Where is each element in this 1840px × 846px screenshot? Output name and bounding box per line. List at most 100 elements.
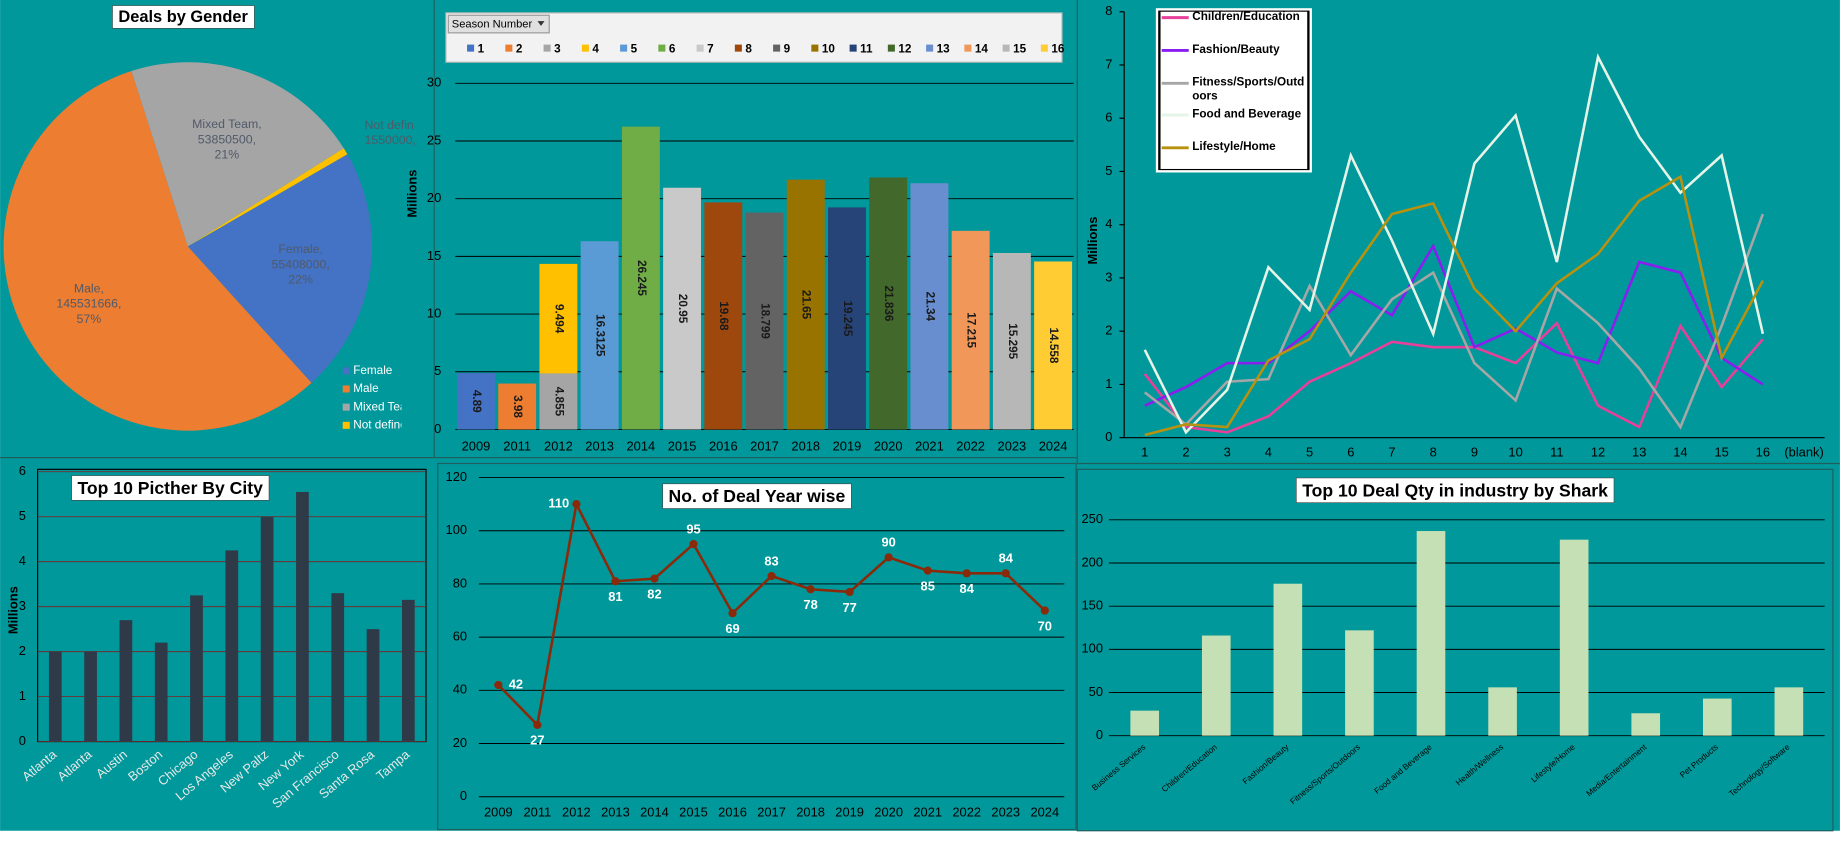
- legend-swatch: [926, 44, 934, 52]
- legend-item: Food and Beverage: [1192, 108, 1301, 121]
- x-tick-label: 2020: [874, 438, 903, 453]
- bar: [1702, 698, 1732, 736]
- marker: [650, 574, 659, 583]
- x-tick-label: 16: [1756, 444, 1770, 459]
- y-axis-label: Millions: [1085, 217, 1100, 265]
- data-label: 4.855: [552, 387, 565, 417]
- line-series: [1144, 243, 1764, 407]
- filter-label: Season Number: [452, 19, 533, 31]
- marker: [494, 680, 503, 690]
- data-label: 26.245: [635, 260, 648, 296]
- data-label: 81: [608, 589, 622, 604]
- data-label: 84: [999, 551, 1014, 566]
- legend-swatch: [342, 385, 350, 393]
- bar: [119, 620, 133, 742]
- y-tick-label: 4: [1105, 216, 1112, 231]
- dropdown-arrow: [537, 21, 545, 26]
- data-label: 84: [960, 581, 975, 596]
- x-tick-label: 2020: [874, 805, 903, 820]
- y-tick-label: 100: [1082, 641, 1104, 656]
- x-tick-label: 2015: [668, 438, 697, 453]
- data-label: 14.558: [1047, 328, 1060, 364]
- legend-label: 15: [1013, 42, 1027, 55]
- legend-inner: [1160, 11, 1308, 169]
- x-tick-label: 2011: [523, 805, 551, 820]
- x-tick-label: 2024: [1039, 438, 1068, 453]
- filter-button[interactable]: [447, 14, 550, 34]
- data-label-line: 145531666,: [56, 297, 121, 311]
- data-label-line: Female,: [278, 242, 322, 256]
- legend-label: 13: [937, 42, 951, 55]
- bar: [1345, 630, 1374, 736]
- data-label-line: 1550000,: [365, 133, 416, 147]
- y-tick-label: 60: [453, 629, 467, 644]
- legend-label: Male: [353, 382, 378, 395]
- x-tick-label: 2021: [913, 805, 942, 820]
- data-label: 95: [686, 521, 700, 536]
- data-label: Male, 145531666, 57%: [56, 282, 121, 327]
- legend-label: Children/Education: [1192, 10, 1300, 24]
- data-label: 85: [921, 578, 935, 593]
- legend-label: 4: [592, 42, 599, 55]
- data-label: 19.245: [841, 301, 854, 337]
- legend-label: 12: [898, 42, 912, 55]
- panel-border: [1076, 468, 1834, 832]
- bar: [402, 599, 415, 742]
- y-tick-label: 3: [19, 598, 26, 613]
- data-label: 77: [842, 600, 856, 615]
- legend-item: Children/Education: [1192, 10, 1300, 24]
- legend-swatch: [543, 44, 551, 52]
- x-tick-label: 14: [1673, 444, 1687, 459]
- legend-swatch: [811, 44, 819, 52]
- y-tick-label: 2: [1105, 323, 1112, 338]
- legend-label: Lifestyle/Home: [1192, 140, 1276, 154]
- legend-label: 10: [822, 42, 836, 55]
- chart: Female, 55408000, 22% Male, 145531666, 57% Mix…: [3, 5, 416, 431]
- x-tick-label: 2011: [503, 438, 531, 453]
- y-tick-label: 200: [1082, 554, 1104, 569]
- x-tick-label: 2017: [757, 805, 786, 820]
- data-label: 69: [725, 621, 739, 636]
- data-label: Mixed Team, 53850500, 21%: [192, 117, 262, 162]
- chart: 0 20 40 60 80 100 120 2009 2011 2012 2013 2014 2015 2…: [446, 469, 1065, 820]
- bar: [84, 651, 97, 742]
- x-tick-label: 2022: [956, 438, 985, 453]
- marker: [533, 720, 542, 730]
- x-tick-label: 2012: [562, 805, 591, 820]
- legend-swatch: [1002, 44, 1010, 52]
- x-tick-label: 2: [1182, 444, 1189, 459]
- y-tick-label: 25: [427, 132, 441, 147]
- bar: [1273, 583, 1303, 736]
- x-tick-label: 2013: [601, 805, 630, 820]
- title-box: [71, 475, 270, 501]
- legend-swatch: [734, 44, 742, 52]
- legend-swatch: [658, 44, 666, 52]
- y-tick-label: 0: [19, 733, 26, 748]
- legend-label: 9: [784, 42, 791, 55]
- legend-swatch: [342, 421, 350, 429]
- data-label: 27: [530, 733, 544, 748]
- data-label: 42: [509, 676, 523, 691]
- data-label: 70: [1038, 618, 1052, 633]
- bar: [1774, 687, 1804, 736]
- x-tick-label: 3: [1224, 444, 1231, 459]
- x-tick-label: 2022: [952, 805, 981, 820]
- marker: [923, 566, 932, 575]
- title-box: [662, 483, 852, 509]
- x-tick-label: (blank): [1784, 444, 1823, 459]
- legend-swatch: [696, 44, 704, 52]
- bar: [331, 593, 345, 742]
- bar: [154, 642, 168, 742]
- x-tick-label: 15: [1714, 444, 1728, 459]
- y-tick-label: 0: [434, 421, 441, 436]
- x-tick-label: 7: [1388, 444, 1395, 459]
- chart-title: Deals by Gender: [118, 8, 248, 26]
- line-series: [1144, 174, 1764, 437]
- y-tick-label: 20: [453, 735, 467, 750]
- bar: [663, 187, 702, 430]
- data-label-line: Male,: [74, 282, 104, 296]
- x-tick-label: 11: [1550, 444, 1563, 459]
- data-label: 21.836: [882, 286, 895, 322]
